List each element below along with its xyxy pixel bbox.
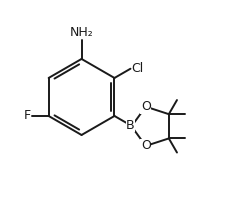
Text: O: O bbox=[141, 100, 151, 113]
Text: F: F bbox=[24, 110, 30, 123]
Text: B: B bbox=[126, 119, 135, 132]
Text: NH₂: NH₂ bbox=[70, 26, 94, 39]
Text: O: O bbox=[141, 139, 151, 152]
Text: Cl: Cl bbox=[132, 62, 144, 75]
